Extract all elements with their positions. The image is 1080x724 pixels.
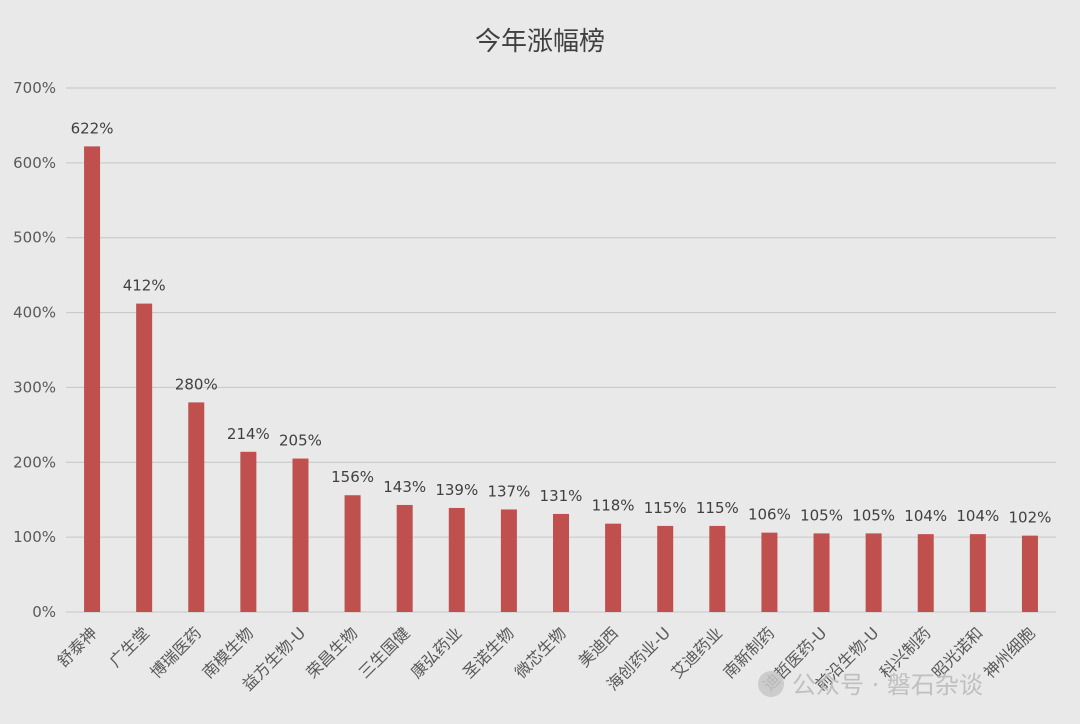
bar <box>917 534 934 612</box>
data-label: 156% <box>331 468 374 486</box>
y-tick-label: 500% <box>13 229 56 247</box>
data-label: 104% <box>904 507 947 525</box>
data-label: 143% <box>383 478 426 496</box>
bar <box>448 507 465 612</box>
bar <box>1021 535 1038 612</box>
bar <box>240 451 257 612</box>
data-label: 131% <box>540 487 583 505</box>
data-label: 137% <box>487 482 530 500</box>
bar <box>605 523 622 612</box>
category-label: 微芯生物 <box>511 623 570 682</box>
data-label: 105% <box>852 506 895 524</box>
data-label: 139% <box>435 481 478 499</box>
wechat-icon <box>758 671 784 697</box>
y-tick-label: 400% <box>13 304 56 322</box>
category-label: 舒泰神 <box>53 623 100 670</box>
category-label: 广生堂 <box>106 623 153 670</box>
bar <box>84 146 101 613</box>
y-axis-ticks: 0% 100% 200% 300% 400% 500% 600% 700% <box>13 79 56 621</box>
data-label: 102% <box>1009 509 1052 527</box>
category-label: 博瑞医药 <box>146 623 205 682</box>
data-label: 412% <box>123 277 166 295</box>
bars <box>84 146 1038 613</box>
bar <box>761 532 778 612</box>
y-tick-label: 200% <box>13 453 56 471</box>
bar <box>292 458 309 612</box>
data-label: 104% <box>956 507 999 525</box>
bar <box>657 525 674 612</box>
category-label: 荣昌生物 <box>303 623 362 682</box>
category-label: 圣诺生物 <box>459 623 518 682</box>
y-tick-label: 100% <box>13 528 56 546</box>
category-label: 康弘药业 <box>407 623 466 682</box>
bar <box>709 525 726 612</box>
y-tick-label: 600% <box>13 154 56 172</box>
data-label: 622% <box>71 119 114 137</box>
chart-title: 今年涨幅榜 <box>475 27 605 57</box>
category-label: 神州细胞 <box>980 623 1039 682</box>
bar <box>396 504 413 612</box>
bar <box>136 303 153 612</box>
gridlines <box>66 87 1056 613</box>
data-label: 106% <box>748 506 791 524</box>
bar <box>969 534 986 612</box>
bar <box>344 495 361 612</box>
data-label: 115% <box>644 499 687 517</box>
data-label: 214% <box>227 425 270 443</box>
data-labels: 622% 412% 280% 214% 205% 156% 143% 139% 137% 131%… <box>71 119 1052 526</box>
data-label: 105% <box>800 506 843 524</box>
watermark: 公众号 · 磐石杂谈 <box>758 665 983 700</box>
category-label: 艾迪药业 <box>667 623 726 682</box>
data-label: 118% <box>592 497 635 515</box>
bar <box>500 509 517 612</box>
bar <box>188 402 205 612</box>
category-label: 美迪西 <box>575 623 622 670</box>
data-label: 280% <box>175 375 218 393</box>
bar <box>865 533 882 612</box>
data-label: 205% <box>279 432 322 450</box>
bar <box>813 533 830 612</box>
y-tick-label: 0% <box>32 603 56 621</box>
watermark-text: 公众号 · 磐石杂谈 <box>792 671 983 699</box>
bar <box>553 513 569 612</box>
category-label: 三生国健 <box>355 623 414 682</box>
y-tick-label: 300% <box>13 378 56 396</box>
data-label: 115% <box>696 499 739 517</box>
y-tick-label: 700% <box>13 79 56 97</box>
